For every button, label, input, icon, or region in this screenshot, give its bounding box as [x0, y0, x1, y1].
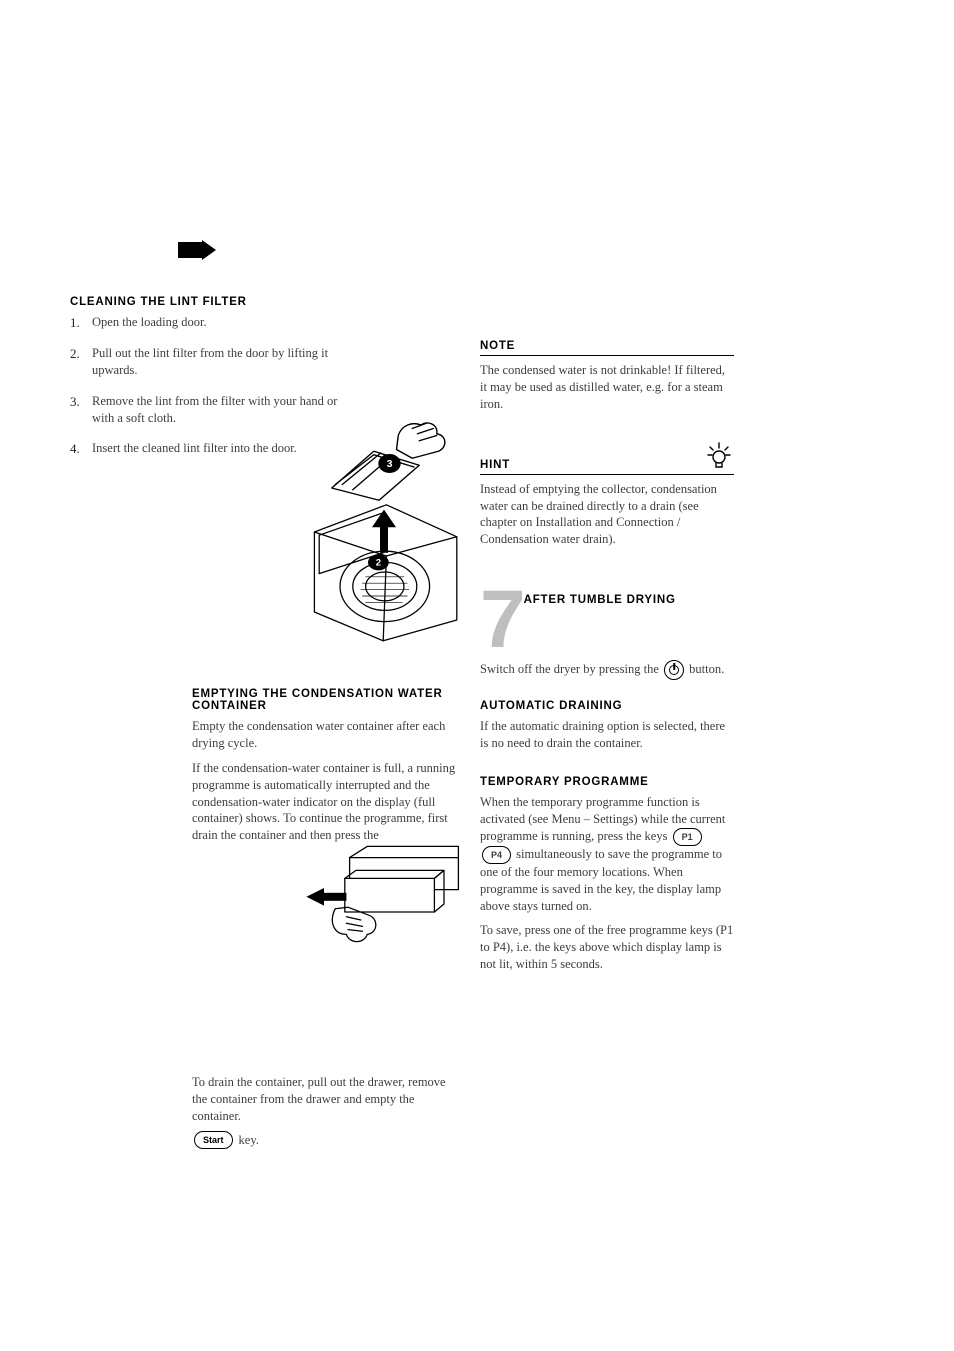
after-body-1: Switch off the dryer by pressing the — [480, 662, 662, 676]
right-column: NOTE The condensed water is not drinkabl… — [480, 340, 734, 973]
section-after-drying: 7 AFTER TUMBLE DRYING — [480, 588, 734, 652]
after-body: Switch off the dryer by pressing the but… — [480, 660, 734, 680]
heading-after: AFTER TUMBLE DRYING — [524, 588, 676, 606]
temp-p1-b: simultaneously to save the programme to … — [480, 847, 722, 913]
heading-clean-filter: CLEANING THE LINT FILTER — [70, 296, 340, 308]
heading-note: NOTE — [480, 340, 734, 356]
p1-key-icon: P1 — [673, 828, 702, 846]
figure-lint-filter: 3 — [316, 404, 456, 509]
list-item: Pull out the lint filter from the door b… — [70, 345, 340, 379]
list-item: Remove the lint from the filter with you… — [70, 393, 340, 427]
left-column: CLEANING THE LINT FILTER Open the loadin… — [70, 296, 340, 471]
after-body-2: button. — [689, 662, 724, 676]
heading-auto-drain: AUTOMATIC DRAINING — [480, 700, 734, 712]
list-item: Open the loading door. — [70, 314, 340, 331]
figure-drawer — [300, 832, 460, 960]
page-arrow-icon — [178, 240, 216, 260]
emptying-p2-tail: key. — [239, 1133, 259, 1147]
filter-steps-list: Open the loading door. Pull out the lint… — [70, 314, 340, 457]
heading-emptying: EMPTYING THE CONDENSATION WATER CONTAINE… — [192, 688, 460, 712]
heading-hint: HINT — [480, 459, 510, 471]
emptying-p3: To drain the container, pull out the dra… — [192, 1074, 460, 1125]
auto-body: If the automatic draining option is sele… — [480, 718, 734, 752]
figure-dryer-front: 2 — [300, 500, 460, 644]
svg-text:2: 2 — [376, 558, 381, 569]
big-number-7: 7 — [480, 588, 526, 652]
p4-key-icon: P4 — [482, 846, 511, 864]
power-icon — [664, 660, 684, 680]
temp-p2: To save, press one of the free programme… — [480, 922, 734, 973]
start-button-icon: Start — [194, 1131, 233, 1149]
temp-p1: When the temporary programme function is… — [480, 794, 734, 915]
lightbulb-icon — [704, 441, 734, 471]
emptying-p1: Empty the condensation water container a… — [192, 718, 460, 752]
emptying-p2-text: If the condensation-water container is f… — [192, 761, 455, 843]
heading-temp-prog: TEMPORARY PROGRAMME — [480, 776, 734, 788]
note-body: The condensed water is not drinkable! If… — [480, 362, 734, 413]
hint-body: Instead of emptying the collector, conde… — [480, 481, 734, 549]
list-item: Insert the cleaned lint filter into the … — [70, 440, 340, 457]
svg-text:3: 3 — [387, 458, 393, 470]
